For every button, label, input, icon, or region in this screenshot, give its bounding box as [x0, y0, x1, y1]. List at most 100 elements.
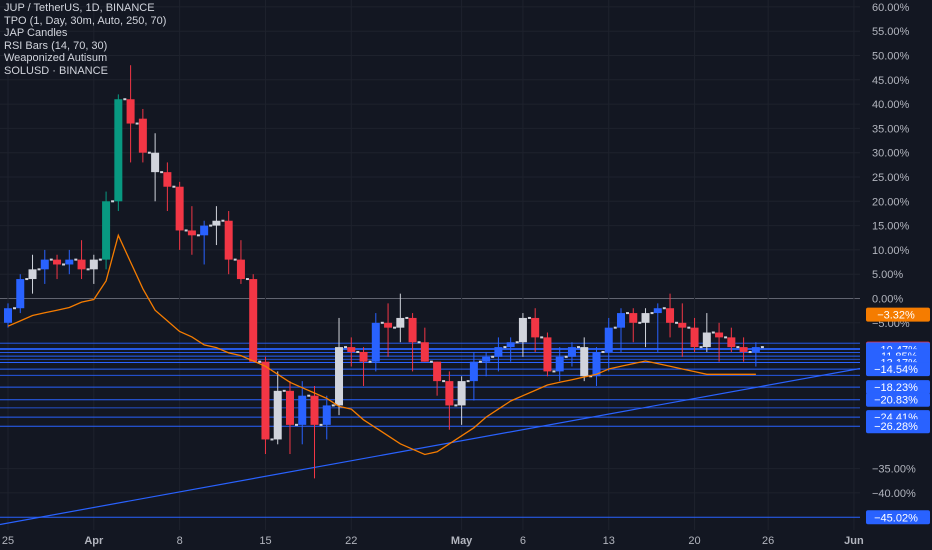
- candle-body: [65, 259, 74, 265]
- candle-body: [40, 259, 49, 270]
- candle-marker: [638, 321, 642, 324]
- candle-marker: [245, 278, 249, 281]
- time-axis[interactable]: 25 Apr 8 15 22 May 6 13 20 26 Jun: [2, 535, 864, 547]
- candle-body: [224, 220, 233, 260]
- candle: [678, 303, 691, 357]
- legend-compare-solusd[interactable]: SOLUSD · BINANCE: [4, 64, 108, 77]
- candle-body: [592, 351, 601, 377]
- candle-marker: [393, 326, 397, 329]
- candle-marker: [111, 200, 115, 203]
- candle-body: [580, 347, 589, 377]
- candle: [114, 94, 127, 212]
- y-tick-label: 25.00%: [872, 172, 910, 184]
- candle-marker: [135, 122, 139, 125]
- candle-marker: [13, 307, 16, 310]
- candle-marker: [724, 336, 728, 339]
- candle-marker: [270, 438, 274, 441]
- solusd-price-label-text: −3.32%: [877, 310, 915, 322]
- legend-indicator-jap-candles[interactable]: JAP Candles: [4, 27, 68, 40]
- candle: [335, 317, 348, 416]
- candle: [420, 327, 433, 363]
- candle: [384, 303, 397, 357]
- trend-line: [0, 367, 861, 526]
- candle-body: [555, 356, 564, 372]
- y-tick-label: 55.00%: [872, 26, 910, 38]
- candle: [408, 313, 421, 372]
- legend-indicator-tpo[interactable]: TPO (1, Day, 30m, Auto, 250, 70): [4, 14, 167, 27]
- candle-marker: [356, 350, 360, 353]
- y-tick-label: 20.00%: [872, 196, 910, 208]
- y-tick-label: −35.00%: [872, 464, 916, 476]
- candle-marker: [184, 229, 188, 232]
- candle-body: [715, 332, 724, 338]
- candle-marker: [282, 389, 286, 392]
- candle: [28, 254, 41, 294]
- candle-marker: [258, 360, 262, 363]
- candle-marker: [221, 219, 225, 222]
- candle-marker: [380, 321, 384, 324]
- candle-body: [175, 186, 184, 231]
- candle-body: [261, 361, 270, 440]
- candle: [102, 191, 115, 270]
- candle-body: [249, 279, 258, 362]
- candle: [482, 351, 495, 377]
- legend-indicator-rsi-bars[interactable]: RSI Bars (14, 70, 30): [4, 39, 108, 52]
- candle-marker: [405, 316, 409, 319]
- candle: [175, 181, 188, 250]
- y-tick-label: −40.00%: [872, 488, 916, 500]
- level-price-label-text: −14.54%: [874, 364, 918, 376]
- candle-body: [494, 347, 503, 357]
- candle: [200, 220, 213, 265]
- candle: [567, 342, 580, 367]
- candle-marker: [417, 341, 421, 344]
- candle-body: [77, 259, 86, 270]
- level-price-label: −14.54%: [866, 362, 930, 377]
- candle-marker: [760, 346, 764, 349]
- candle-body: [469, 361, 478, 382]
- candle-marker: [25, 278, 29, 281]
- candle-marker: [147, 151, 151, 154]
- candle-marker: [62, 263, 66, 266]
- candle-body: [433, 361, 442, 382]
- candle-marker: [527, 316, 531, 319]
- candle: [77, 240, 90, 280]
- candle-body: [273, 390, 282, 440]
- candle-body: [371, 322, 380, 362]
- candle: [138, 108, 151, 163]
- candle-marker: [307, 394, 311, 397]
- candle-body: [285, 390, 294, 425]
- candle: [310, 385, 323, 479]
- candle: [690, 317, 703, 352]
- level-price-label-text: −45.02%: [874, 512, 918, 524]
- candle: [212, 206, 225, 246]
- candle: [151, 133, 164, 202]
- solusd-compare-line: [7, 233, 756, 456]
- candle-body: [102, 201, 111, 260]
- price-axis-labels: −3.32%−10.31%21:20:45−10.47%−11.85%−13.1…: [866, 307, 930, 525]
- candle-body: [212, 220, 221, 226]
- candle: [224, 211, 237, 275]
- candle-body: [629, 313, 638, 323]
- candle-marker: [209, 224, 213, 227]
- level-price-label-text: −20.83%: [874, 395, 918, 407]
- x-tick-label: 26: [762, 535, 774, 547]
- legend-indicator-weaponized[interactable]: Weaponized Autisum: [4, 52, 108, 65]
- candle-marker: [687, 326, 691, 329]
- candle-marker: [626, 312, 629, 315]
- legend-symbol-title[interactable]: JUP / TetherUS, 1D, BINANCE: [4, 2, 155, 14]
- candle-body: [114, 99, 123, 202]
- candle-body: [690, 327, 699, 348]
- candle: [53, 254, 66, 280]
- candle-body: [347, 347, 356, 352]
- candle: [236, 240, 249, 284]
- candle: [592, 347, 605, 386]
- chart-legend: JUP / TetherUS, 1D, BINANCE TPO (1, Day,…: [4, 2, 166, 78]
- candle-marker: [454, 404, 458, 407]
- candle-body: [653, 308, 662, 314]
- candle-marker: [662, 307, 666, 310]
- candle: [506, 337, 519, 362]
- y-tick-label: 50.00%: [872, 51, 910, 63]
- candle: [617, 308, 629, 352]
- candle-marker: [601, 350, 605, 353]
